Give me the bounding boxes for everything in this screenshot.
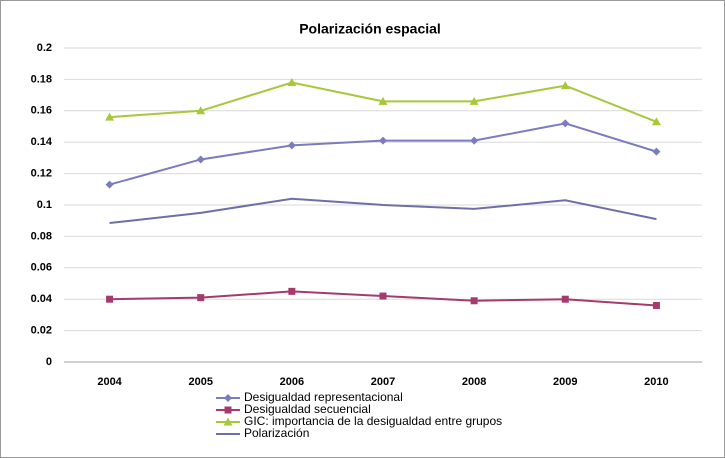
- series-line: [109, 197, 657, 225]
- legend-marker: [223, 417, 233, 426]
- data-point: [288, 287, 296, 295]
- legend-label: Polarización: [244, 426, 309, 440]
- data-point: [106, 295, 114, 303]
- y-tick-label: 0.06: [31, 262, 52, 274]
- data-point: [652, 147, 661, 156]
- legend-marker: [224, 406, 232, 414]
- data-point: [105, 112, 115, 121]
- y-tick-label: 0.02: [31, 325, 52, 337]
- y-tick-label: 0.14: [31, 136, 53, 148]
- data-point: [196, 106, 206, 115]
- x-tick-label: 2006: [280, 376, 304, 388]
- legend-label: Desigualdad secuencial: [244, 402, 371, 416]
- x-tick-label: 2004: [97, 376, 122, 388]
- data-point: [470, 136, 479, 145]
- legend-label: Desigualdad representacional: [244, 390, 403, 404]
- y-tick-label: 0: [46, 356, 52, 368]
- y-tick-label: 0.08: [31, 230, 52, 242]
- data-point: [197, 294, 205, 302]
- y-tick-label: 0.12: [31, 168, 52, 180]
- x-tick-label: 2008: [462, 376, 486, 388]
- data-point: [287, 78, 297, 87]
- legend-label: GIC: importancia de la desigualdad entre…: [244, 414, 502, 428]
- x-tick-label: 2010: [644, 376, 668, 388]
- data-point: [469, 96, 479, 105]
- y-tick-label: 0.04: [31, 293, 53, 305]
- data-point: [379, 136, 387, 145]
- x-tick-label: 2007: [371, 376, 395, 388]
- y-tick-label: 0.2: [37, 42, 52, 54]
- data-point: [105, 180, 114, 189]
- data-point: [378, 96, 388, 105]
- data-point: [470, 297, 478, 305]
- data-point: [651, 117, 661, 126]
- data-point: [652, 301, 660, 309]
- x-tick-label: 2009: [553, 376, 577, 388]
- data-point: [287, 141, 296, 150]
- y-tick-label: 0.18: [31, 73, 52, 85]
- data-point: [561, 295, 569, 303]
- data-point: [196, 155, 205, 164]
- data-point: [379, 292, 387, 300]
- data-point: [560, 81, 570, 90]
- chart-title: Polarización espacial: [299, 21, 441, 37]
- legend-marker: [224, 394, 232, 402]
- data-point: [561, 119, 570, 128]
- y-tick-label: 0.1: [37, 199, 52, 211]
- y-tick-label: 0.16: [31, 105, 52, 117]
- x-tick-label: 2005: [188, 376, 212, 388]
